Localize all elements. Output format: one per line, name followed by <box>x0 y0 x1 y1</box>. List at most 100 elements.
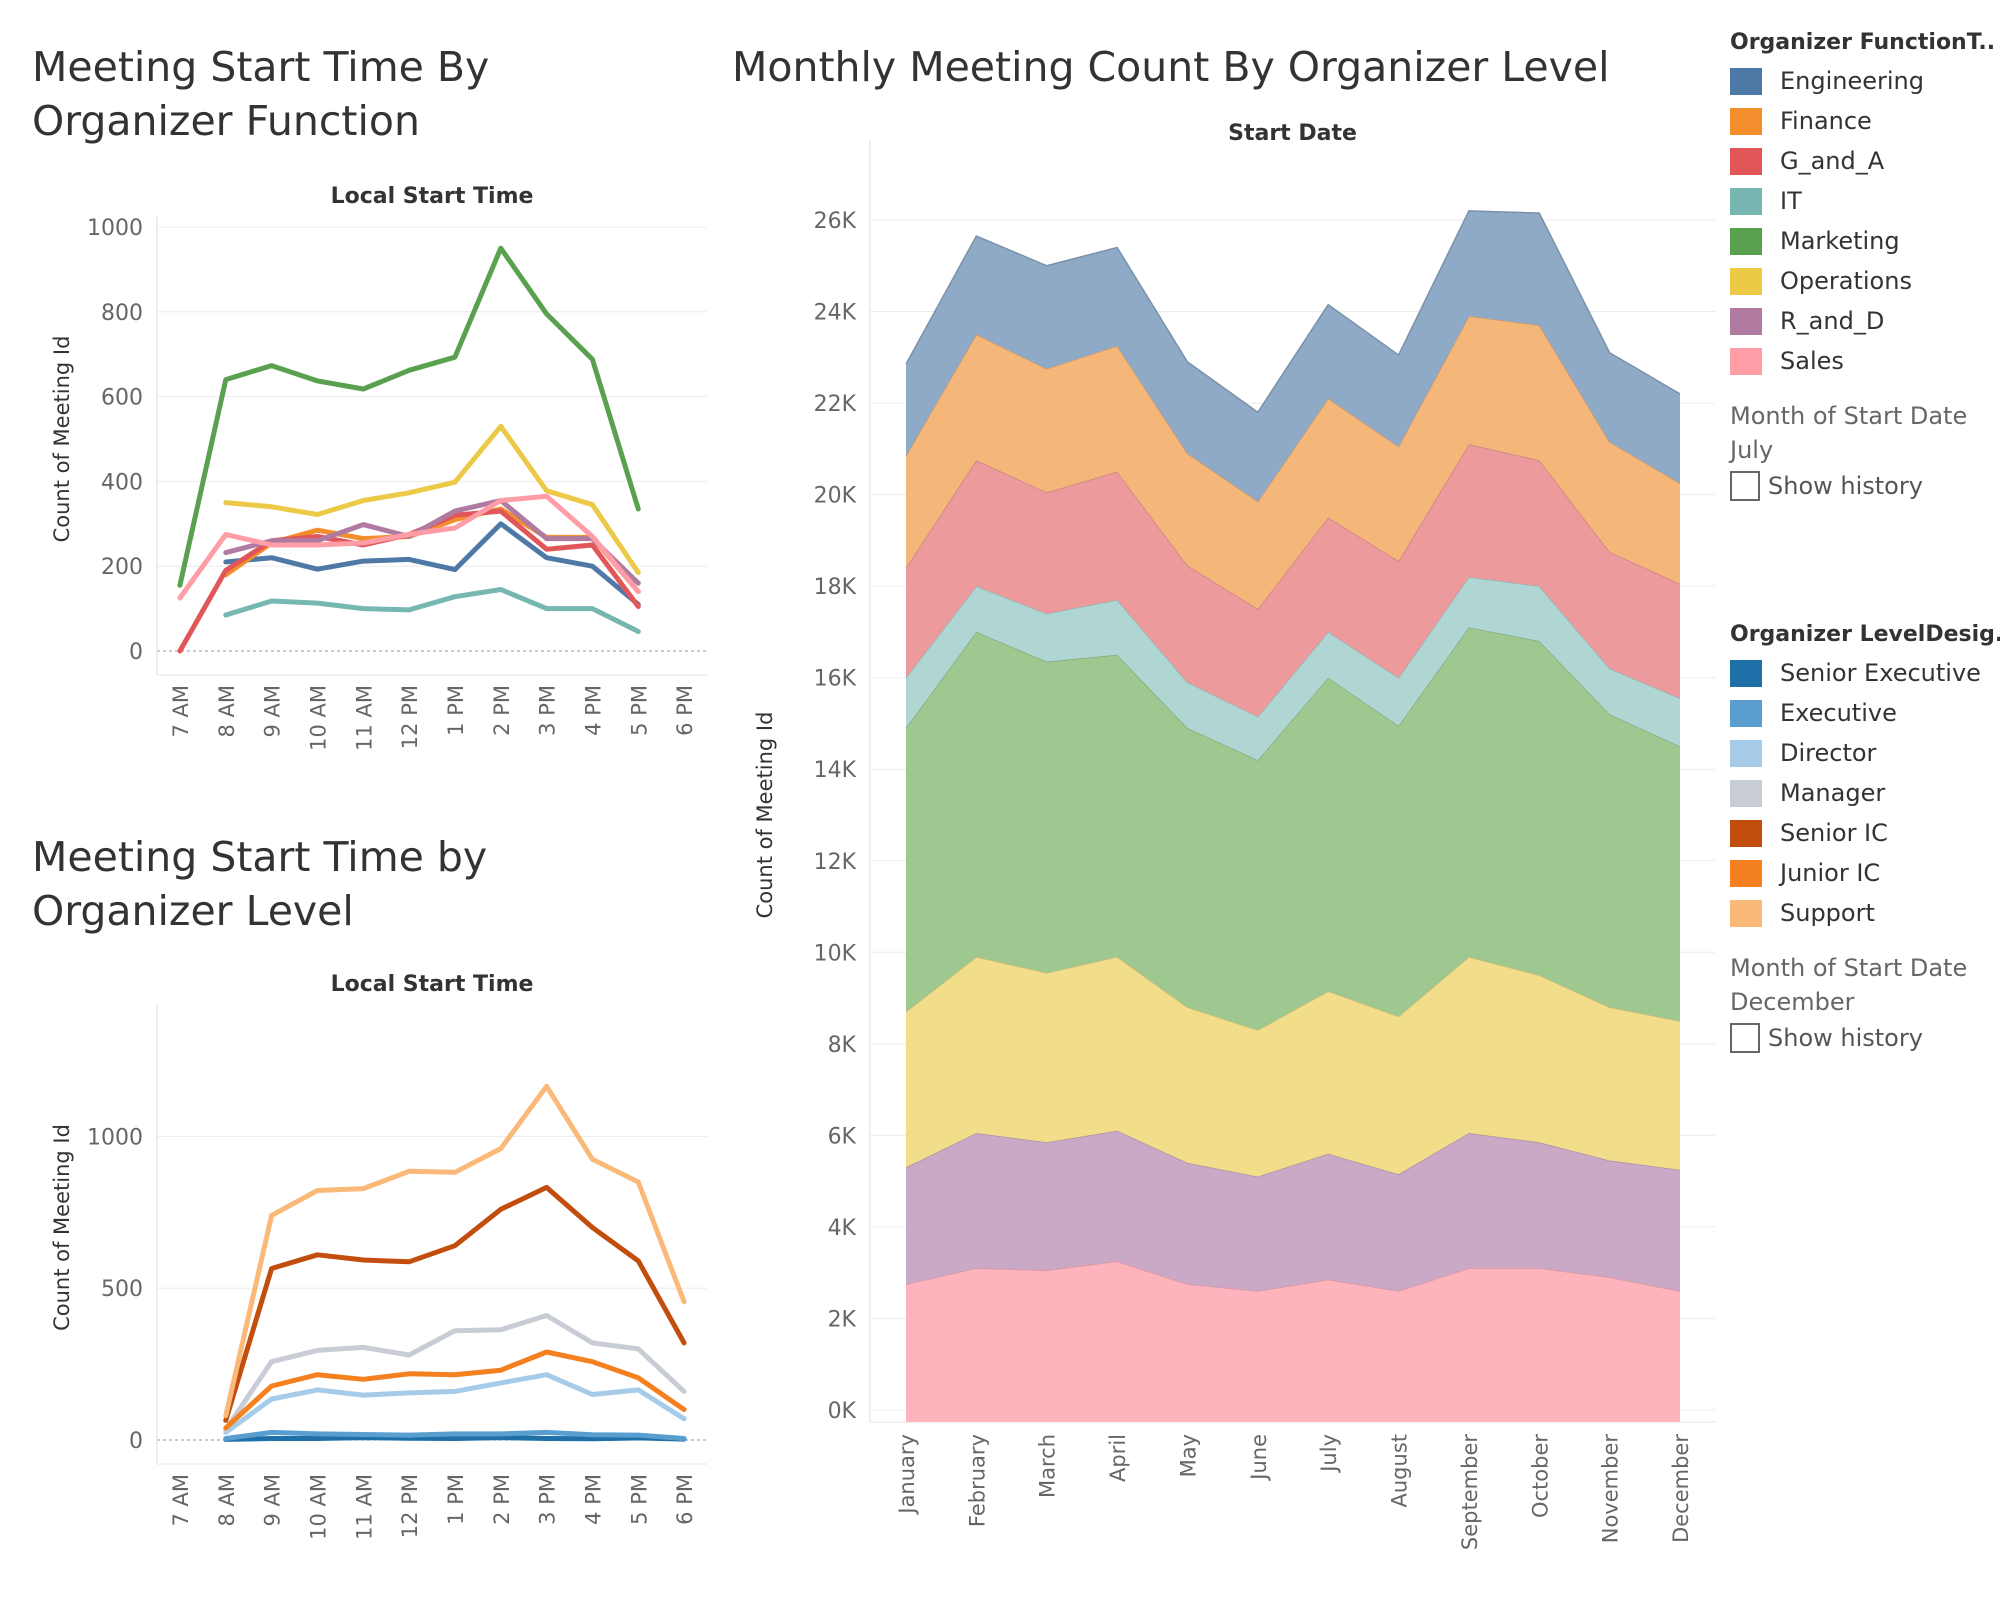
legend-item-marketing[interactable]: Marketing <box>1730 221 1995 261</box>
legend-item-it[interactable]: IT <box>1730 181 1995 221</box>
y-tick-label: 0 <box>129 640 143 665</box>
area-r-and-d <box>906 1130 1680 1291</box>
x-tick-label: 10 AM <box>306 685 330 751</box>
y-tick-label: 26K <box>814 209 857 234</box>
y-tick-label: 18K <box>814 575 857 600</box>
month-filter-level: Month of Start Date December <box>1730 951 2000 1019</box>
x-tick-label: March <box>1036 1434 1060 1498</box>
legend-function-title: Organizer FunctionT.. <box>1730 30 1996 55</box>
y-axis-title: Count of Meeting Id <box>753 712 777 919</box>
legend-swatch <box>1730 739 1762 767</box>
area-g-and-a <box>906 444 1680 717</box>
legend-item-g-and-a[interactable]: G_and_A <box>1730 141 1995 181</box>
y-tick-label: 22K <box>814 392 857 417</box>
x-tick-label: 2 PM <box>490 1474 514 1525</box>
y-tick-label: 500 <box>101 1277 143 1302</box>
show-history-label: Show history <box>1768 472 1923 500</box>
month-filter-value: July <box>1730 436 1774 464</box>
x-tick-label: 6 PM <box>673 1474 697 1525</box>
legend-item-r-and-d[interactable]: R_and_D <box>1730 301 1995 341</box>
line-chart-meeting-start-time-by-organizer-level: Local Start Time 0 500 1000 Count of Meeting… <box>50 972 707 1540</box>
legend-label: Senior IC <box>1780 819 1888 847</box>
month-filter-value: December <box>1730 988 1855 1016</box>
legend-item-operations[interactable]: Operations <box>1730 261 1995 301</box>
series-line-manager <box>223 1313 687 1432</box>
y-tick-label: 0K <box>828 1399 857 1424</box>
legend-swatch <box>1730 147 1762 175</box>
legend-label: Operations <box>1780 267 1912 295</box>
show-history-checkbox[interactable] <box>1730 471 1760 501</box>
legend-item-director[interactable]: Director <box>1730 733 2000 773</box>
legend-label: Executive <box>1780 699 1897 727</box>
series-line-marketing <box>177 245 641 588</box>
series-line-operations <box>223 423 641 576</box>
legend-label: Junior IC <box>1780 859 1881 887</box>
x-tick-label: 1 PM <box>444 685 468 736</box>
line-chart-meeting-start-time-by-organizer-function: Local Start Time 0 200 400 600 800 1000 Count o… <box>50 184 707 751</box>
x-tick-label: November <box>1599 1434 1623 1544</box>
x-tick-label: 7 AM <box>169 685 193 738</box>
x-tick-label: 5 PM <box>627 1474 651 1525</box>
legend-item-senior-ic[interactable]: Senior IC <box>1730 813 2000 853</box>
x-tick-label: 7 AM <box>169 1474 193 1527</box>
legend-item-engineering[interactable]: Engineering <box>1730 61 1995 101</box>
legend-level-title: Organizer LevelDesig.. <box>1730 622 2000 647</box>
legend-label: Finance <box>1780 107 1872 135</box>
series-line-executive <box>223 1429 687 1441</box>
x-tick-label: 12 PM <box>398 685 422 749</box>
area-edge-engineering <box>905 210 1681 414</box>
legend-level: Organizer LevelDesig.. Senior Executive E… <box>1730 622 2000 1053</box>
legend-swatch <box>1730 659 1762 687</box>
series-line-r-and-d <box>223 498 641 586</box>
y-axis-title: Count of Meeting Id <box>50 1124 74 1331</box>
show-history-toggle[interactable]: Show history <box>1730 471 1995 501</box>
show-history-label: Show history <box>1768 1024 1923 1052</box>
legend-label: Sales <box>1780 347 1844 375</box>
legend-item-executive[interactable]: Executive <box>1730 693 2000 733</box>
x-tick-label: January <box>895 1434 919 1516</box>
legend-label: Support <box>1780 899 1875 927</box>
y-tick-label: 14K <box>814 758 857 783</box>
legend-label: Manager <box>1780 779 1886 807</box>
series-line-junior-ic <box>223 1349 687 1431</box>
legend-item-support[interactable]: Support <box>1730 893 2000 933</box>
area-base-fill <box>906 1410 1680 1422</box>
month-filter-label: Month of Start Date <box>1730 402 1968 430</box>
x-tick-label: July <box>1317 1434 1341 1474</box>
y-axis-title: Count of Meeting Id <box>50 336 74 543</box>
x-tick-label: 6 PM <box>673 685 697 736</box>
y-tick-label: 16K <box>814 667 857 692</box>
legend-label: IT <box>1780 187 1802 215</box>
x-tick-label: 2 PM <box>490 685 514 736</box>
x-tick-label: 11 AM <box>352 1474 376 1540</box>
chart-title-function: Meeting Start Time By Organizer Function <box>32 43 490 145</box>
x-tick-label: February <box>965 1434 989 1527</box>
y-tick-label: 400 <box>101 470 143 495</box>
legend-item-finance[interactable]: Finance <box>1730 101 1995 141</box>
legend-item-junior-ic[interactable]: Junior IC <box>1730 853 2000 893</box>
legend-item-manager[interactable]: Manager <box>1730 773 2000 813</box>
y-tick-label: 8K <box>828 1033 857 1058</box>
area-marketing <box>906 627 1680 1031</box>
month-filter-label: Month of Start Date <box>1730 954 1968 982</box>
x-tick-label: 3 PM <box>536 1474 560 1525</box>
y-tick-label: 24K <box>814 301 857 326</box>
series-line-senior-ic <box>223 1184 687 1423</box>
series-line-director <box>223 1372 687 1435</box>
x-tick-label: 4 PM <box>581 1474 605 1525</box>
area-it <box>906 577 1680 761</box>
show-history-checkbox[interactable] <box>1730 1023 1760 1053</box>
legend-label: R_and_D <box>1780 307 1885 335</box>
x-axis-title: Start Date <box>1228 121 1357 146</box>
legend-swatch <box>1730 699 1762 727</box>
legend-item-senior-executive[interactable]: Senior Executive <box>1730 653 2000 693</box>
y-tick-label: 600 <box>101 386 143 411</box>
legend-swatch <box>1730 267 1762 295</box>
x-axis-title: Local Start Time <box>331 972 534 997</box>
legend-label: Director <box>1780 739 1877 767</box>
series-line-engineering <box>223 521 641 607</box>
show-history-toggle[interactable]: Show history <box>1730 1023 2000 1053</box>
x-tick-label: May <box>1176 1434 1200 1477</box>
x-tick-label: 4 PM <box>581 685 605 736</box>
legend-item-sales[interactable]: Sales <box>1730 341 1995 381</box>
